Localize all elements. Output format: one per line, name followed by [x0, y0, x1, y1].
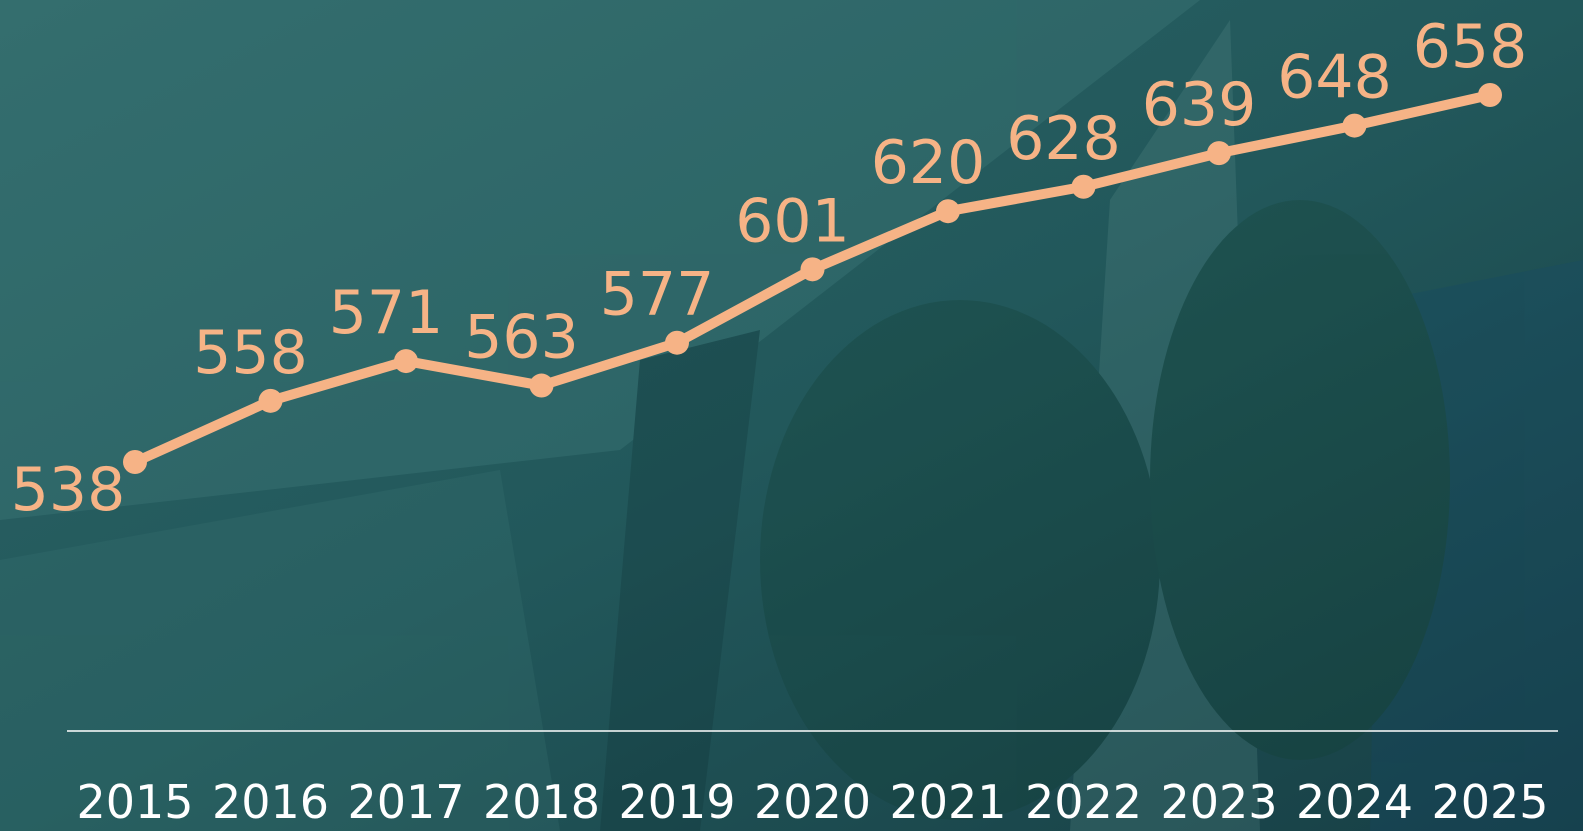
x-tick-label: 2021	[889, 775, 1006, 829]
data-label: 628	[1006, 104, 1121, 174]
chart: 2015 2016 2017 2018 2019 2020 2021 2022 2023 2024…	[0, 0, 1583, 831]
x-tick-label: 2019	[618, 775, 735, 829]
data-label: 538	[11, 455, 126, 525]
data-point	[801, 257, 825, 281]
x-tick-label: 2015	[76, 775, 193, 829]
x-tick-label: 2017	[347, 775, 464, 829]
data-label: 620	[871, 128, 986, 198]
data-point	[394, 349, 418, 373]
data-label: 639	[1142, 70, 1257, 140]
page: 2015 2016 2017 2018 2019 2020 2021 2022 2023 2024…	[0, 0, 1583, 831]
data-label: 648	[1277, 43, 1392, 113]
x-tick-label: 2024	[1296, 775, 1413, 829]
data-point	[936, 199, 960, 223]
data-point	[665, 331, 689, 355]
x-tick-label: 2018	[483, 775, 600, 829]
x-tick-label: 2025	[1431, 775, 1548, 829]
data-label: 571	[329, 278, 444, 348]
x-tick-label: 2023	[1160, 775, 1277, 829]
data-label: 658	[1413, 12, 1528, 82]
data-label: 577	[600, 260, 715, 330]
data-label: 558	[193, 318, 308, 388]
data-point	[1478, 83, 1502, 107]
data-point	[1207, 141, 1231, 165]
data-point	[123, 450, 147, 474]
data-point	[530, 374, 554, 398]
x-tick-label: 2022	[1025, 775, 1142, 829]
x-tick-label: 2016	[212, 775, 329, 829]
data-point	[1343, 114, 1367, 138]
data-point	[259, 389, 283, 413]
x-tick-label: 2020	[754, 775, 871, 829]
data-point	[1072, 175, 1096, 199]
data-label: 563	[464, 303, 579, 373]
data-label: 601	[735, 186, 850, 256]
